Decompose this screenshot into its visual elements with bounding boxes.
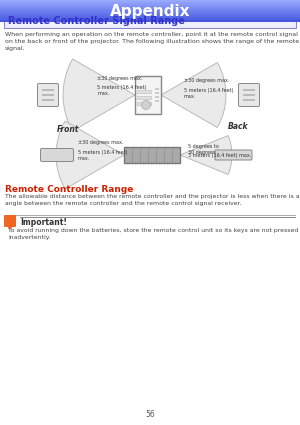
Text: 5 meters (16.4 feet)
max.: 5 meters (16.4 feet) max. (78, 150, 128, 161)
Text: 3 meters (16.4 feet) max.: 3 meters (16.4 feet) max. (188, 153, 251, 158)
Text: ±30 degrees max.: ±30 degrees max. (97, 76, 142, 80)
Text: Remote Controller Signal Range: Remote Controller Signal Range (8, 16, 185, 26)
Text: Remote Controller Range: Remote Controller Range (5, 185, 134, 194)
Bar (4, 14, 296, 28)
Text: Appendix: Appendix (110, 3, 190, 19)
Bar (155, 88, 159, 90)
Bar (137, 90, 151, 93)
Text: Important!: Important! (20, 218, 67, 227)
Bar (137, 102, 151, 105)
Bar (137, 96, 151, 99)
Bar (0, 18, 300, 19)
Circle shape (142, 100, 151, 110)
Bar (0, 7, 300, 8)
Bar (0, 20, 300, 21)
Bar (243, 94, 255, 96)
Bar (124, 147, 180, 163)
Text: Front: Front (57, 125, 79, 134)
Bar (0, 6, 300, 7)
Bar (0, 15, 300, 16)
Bar (155, 100, 159, 102)
Bar (0, 12, 300, 13)
Text: 5 degrees to
30 degrees: 5 degrees to 30 degrees (188, 144, 219, 155)
Text: 56: 56 (145, 410, 155, 419)
Text: To avoid running down the batteries, store the remote control unit so its keys a: To avoid running down the batteries, sto… (8, 228, 298, 240)
Bar (0, 16, 300, 17)
Text: When performing an operation on the remote controller, point it at the remote co: When performing an operation on the remo… (5, 32, 300, 51)
FancyBboxPatch shape (40, 148, 74, 162)
Bar (42, 99, 54, 101)
Bar (135, 76, 161, 114)
Bar (0, 9, 300, 10)
Bar (0, 3, 300, 4)
Bar (42, 89, 54, 91)
Bar (0, 21, 300, 22)
Bar (0, 11, 300, 12)
FancyBboxPatch shape (4, 215, 16, 227)
Wedge shape (63, 59, 135, 131)
Polygon shape (7, 226, 13, 230)
Text: ±30 degrees max.: ±30 degrees max. (78, 139, 123, 144)
Bar (0, 0, 300, 1)
Wedge shape (180, 136, 232, 175)
Bar (0, 5, 300, 6)
FancyBboxPatch shape (215, 150, 252, 160)
Bar (0, 8, 300, 9)
Bar (42, 94, 54, 96)
Bar (155, 96, 159, 98)
Bar (155, 92, 159, 94)
Wedge shape (161, 62, 226, 128)
Text: ±30 degrees max.: ±30 degrees max. (184, 77, 230, 82)
FancyBboxPatch shape (38, 83, 58, 107)
FancyBboxPatch shape (238, 83, 260, 107)
Text: 5 meters (16.4 feet)
max.: 5 meters (16.4 feet) max. (97, 85, 146, 96)
Bar (0, 13, 300, 14)
Bar (0, 4, 300, 5)
Bar (0, 19, 300, 20)
Text: 5 meters (16.4 feet)
max.: 5 meters (16.4 feet) max. (184, 88, 233, 99)
Bar (0, 14, 300, 15)
Bar (0, 2, 300, 3)
Text: Back: Back (228, 122, 248, 131)
Bar (0, 17, 300, 18)
Text: The allowable distance between the remote controller and the projector is less w: The allowable distance between the remot… (5, 194, 300, 206)
Wedge shape (56, 121, 124, 189)
Bar (243, 99, 255, 101)
Bar (0, 10, 300, 11)
Bar (243, 89, 255, 91)
Bar (0, 1, 300, 2)
